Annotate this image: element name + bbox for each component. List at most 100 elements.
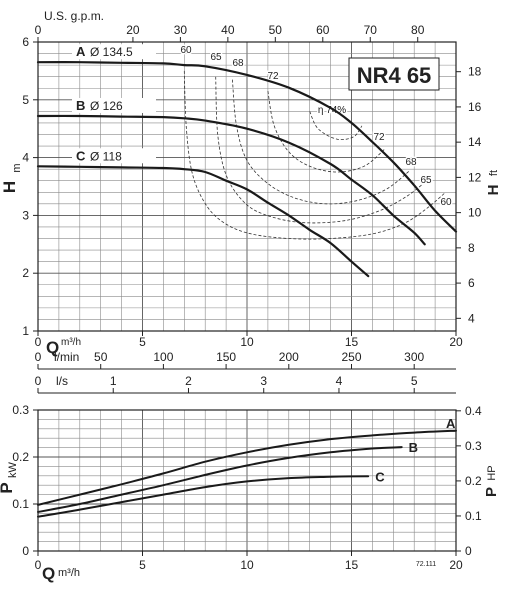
footnote-code: 72.111 xyxy=(416,561,436,568)
head-curve-c xyxy=(36,165,370,278)
hp-tick-label: 0.3 xyxy=(465,439,482,453)
y-tick-label: 4 xyxy=(22,151,29,165)
model-label-box xyxy=(348,57,440,91)
y-tick-label: 0.3 xyxy=(12,403,29,417)
efficiency-label: 72 xyxy=(267,71,279,82)
lmin-tick-label: 50 xyxy=(94,350,108,364)
x-tick-label: 5 xyxy=(139,335,146,349)
x-tick-label: 15 xyxy=(345,335,359,349)
y-axis-label: P xyxy=(0,482,16,493)
efficiency-label: 60 xyxy=(440,197,452,208)
hp-tick-label: 0.1 xyxy=(465,509,482,523)
x-axis-label: Q xyxy=(46,338,59,357)
x-tick-label: 20 xyxy=(449,558,463,572)
x-axis-label: Q xyxy=(42,564,55,583)
secondary-flow-axes: 0 50 100 150 200 250 300 l/min 0 1 2 3 4 5 l/s xyxy=(35,350,456,394)
head-curve-name: C xyxy=(76,148,86,163)
power-axes: 0 0.1 0.2 0.3 PkW 0 0.1 0.2 0.3 0.4 P HP 0 5 10 15 20 Qm³… xyxy=(0,403,500,583)
efficiency-label: 68 xyxy=(232,58,244,69)
gpm-tick-label: 50 xyxy=(269,23,283,37)
gpm-tick-label: 70 xyxy=(364,23,378,37)
efficiency-label: 65 xyxy=(420,175,432,186)
x-tick-label: 10 xyxy=(240,335,254,349)
head-curve-label-bg xyxy=(72,97,156,113)
gpm-tick-label: 20 xyxy=(126,23,140,37)
gpm-tick-label: 0 xyxy=(35,23,42,37)
y-tick-label: 2 xyxy=(22,266,29,280)
lmin-tick-label: 150 xyxy=(216,350,236,364)
ft-tick-label: 12 xyxy=(468,170,482,184)
right-axis-label: P xyxy=(483,487,500,497)
head-curve-label-bg xyxy=(72,44,156,60)
head-curve-label-bg xyxy=(72,148,156,164)
ls-tick-label: 1 xyxy=(110,374,117,388)
ft-tick-label: 16 xyxy=(468,100,482,114)
gpm-tick-label: 30 xyxy=(174,23,188,37)
power-curve-name: B xyxy=(409,440,418,455)
power-curve-name: A xyxy=(446,416,456,431)
power-curves: A B C xyxy=(37,416,457,518)
y-tick-label: 0.2 xyxy=(12,450,29,464)
head-curve-diameter: Ø 126 xyxy=(90,99,123,113)
ft-tick-label: 18 xyxy=(468,65,482,79)
y-tick-label: 1 xyxy=(22,324,29,338)
x-axis-unit: m³/h xyxy=(58,567,80,579)
x-tick-label: 0 xyxy=(35,558,42,572)
hp-tick-label: 0 xyxy=(465,544,472,558)
efficiency-curve xyxy=(215,76,427,224)
head-curves: A Ø 134.5 B Ø 126 C Ø 118 xyxy=(36,44,458,278)
ls-tick-label: 0 xyxy=(35,374,42,388)
ft-tick-label: 4 xyxy=(468,311,475,325)
x-tick-label: 5 xyxy=(139,558,146,572)
y-tick-label: 6 xyxy=(22,35,29,49)
gpm-tick-label: 60 xyxy=(316,23,330,37)
head-curve-name: B xyxy=(76,98,85,113)
right-axis-label: H xyxy=(485,185,502,196)
lmin-axis: 0 50 100 150 200 250 300 l/min xyxy=(35,350,456,370)
lmin-tick-label: 250 xyxy=(341,350,361,364)
head-curve-a xyxy=(36,61,458,233)
ft-tick-label: 14 xyxy=(468,135,482,149)
efficiency-curve xyxy=(267,91,386,173)
lmin-tick-label: 100 xyxy=(153,350,173,364)
y-tick-label: 0.1 xyxy=(12,497,29,511)
gpm-tick-label: 80 xyxy=(411,23,425,37)
model-label: NR4 65 xyxy=(357,63,432,88)
right-axis-unit: ft xyxy=(488,170,500,176)
hp-tick-label: 0.2 xyxy=(465,474,482,488)
x-tick-label: 15 xyxy=(345,558,359,572)
lmin-tick-label: 300 xyxy=(404,350,424,364)
right-axis-unit: HP xyxy=(486,465,498,480)
y-axis-label: H xyxy=(0,181,19,193)
y-axis-unit: m xyxy=(11,163,23,172)
head-curve-name: A xyxy=(76,44,86,59)
ls-tick-label: 2 xyxy=(185,374,192,388)
efficiency-label: 72 xyxy=(373,132,385,143)
ft-tick-label: 10 xyxy=(468,206,482,220)
x-tick-label: 0 xyxy=(35,335,42,349)
ft-tick-label: 6 xyxy=(468,276,475,290)
x-tick-label: 10 xyxy=(240,558,254,572)
head-curve-diameter: Ø 118 xyxy=(90,149,122,163)
y-tick-label: 0 xyxy=(22,544,29,558)
power-curve-c xyxy=(37,475,370,518)
lmin-tick-label: 200 xyxy=(279,350,299,364)
ft-tick-label: 8 xyxy=(468,241,475,255)
gpm-axis-label: U.S. g.p.m. xyxy=(44,9,104,23)
gpm-tick-label: 40 xyxy=(221,23,235,37)
ls-tick-label: 3 xyxy=(260,374,267,388)
x-tick-label: 20 xyxy=(449,335,463,349)
y-tick-label: 3 xyxy=(22,208,29,222)
lmin-axis-label: l/min xyxy=(54,350,79,364)
y-axis-unit: kW xyxy=(7,461,19,478)
ls-axis-label: l/s xyxy=(56,374,68,388)
efficiency-curve xyxy=(232,79,411,205)
power-curve-a xyxy=(37,429,457,506)
ls-axis: 0 1 2 3 4 5 l/s xyxy=(35,374,456,394)
head-curve-diameter: Ø 134.5 xyxy=(90,45,133,59)
efficiency-label: 60 xyxy=(180,45,192,56)
hp-tick-label: 0.4 xyxy=(465,404,482,418)
